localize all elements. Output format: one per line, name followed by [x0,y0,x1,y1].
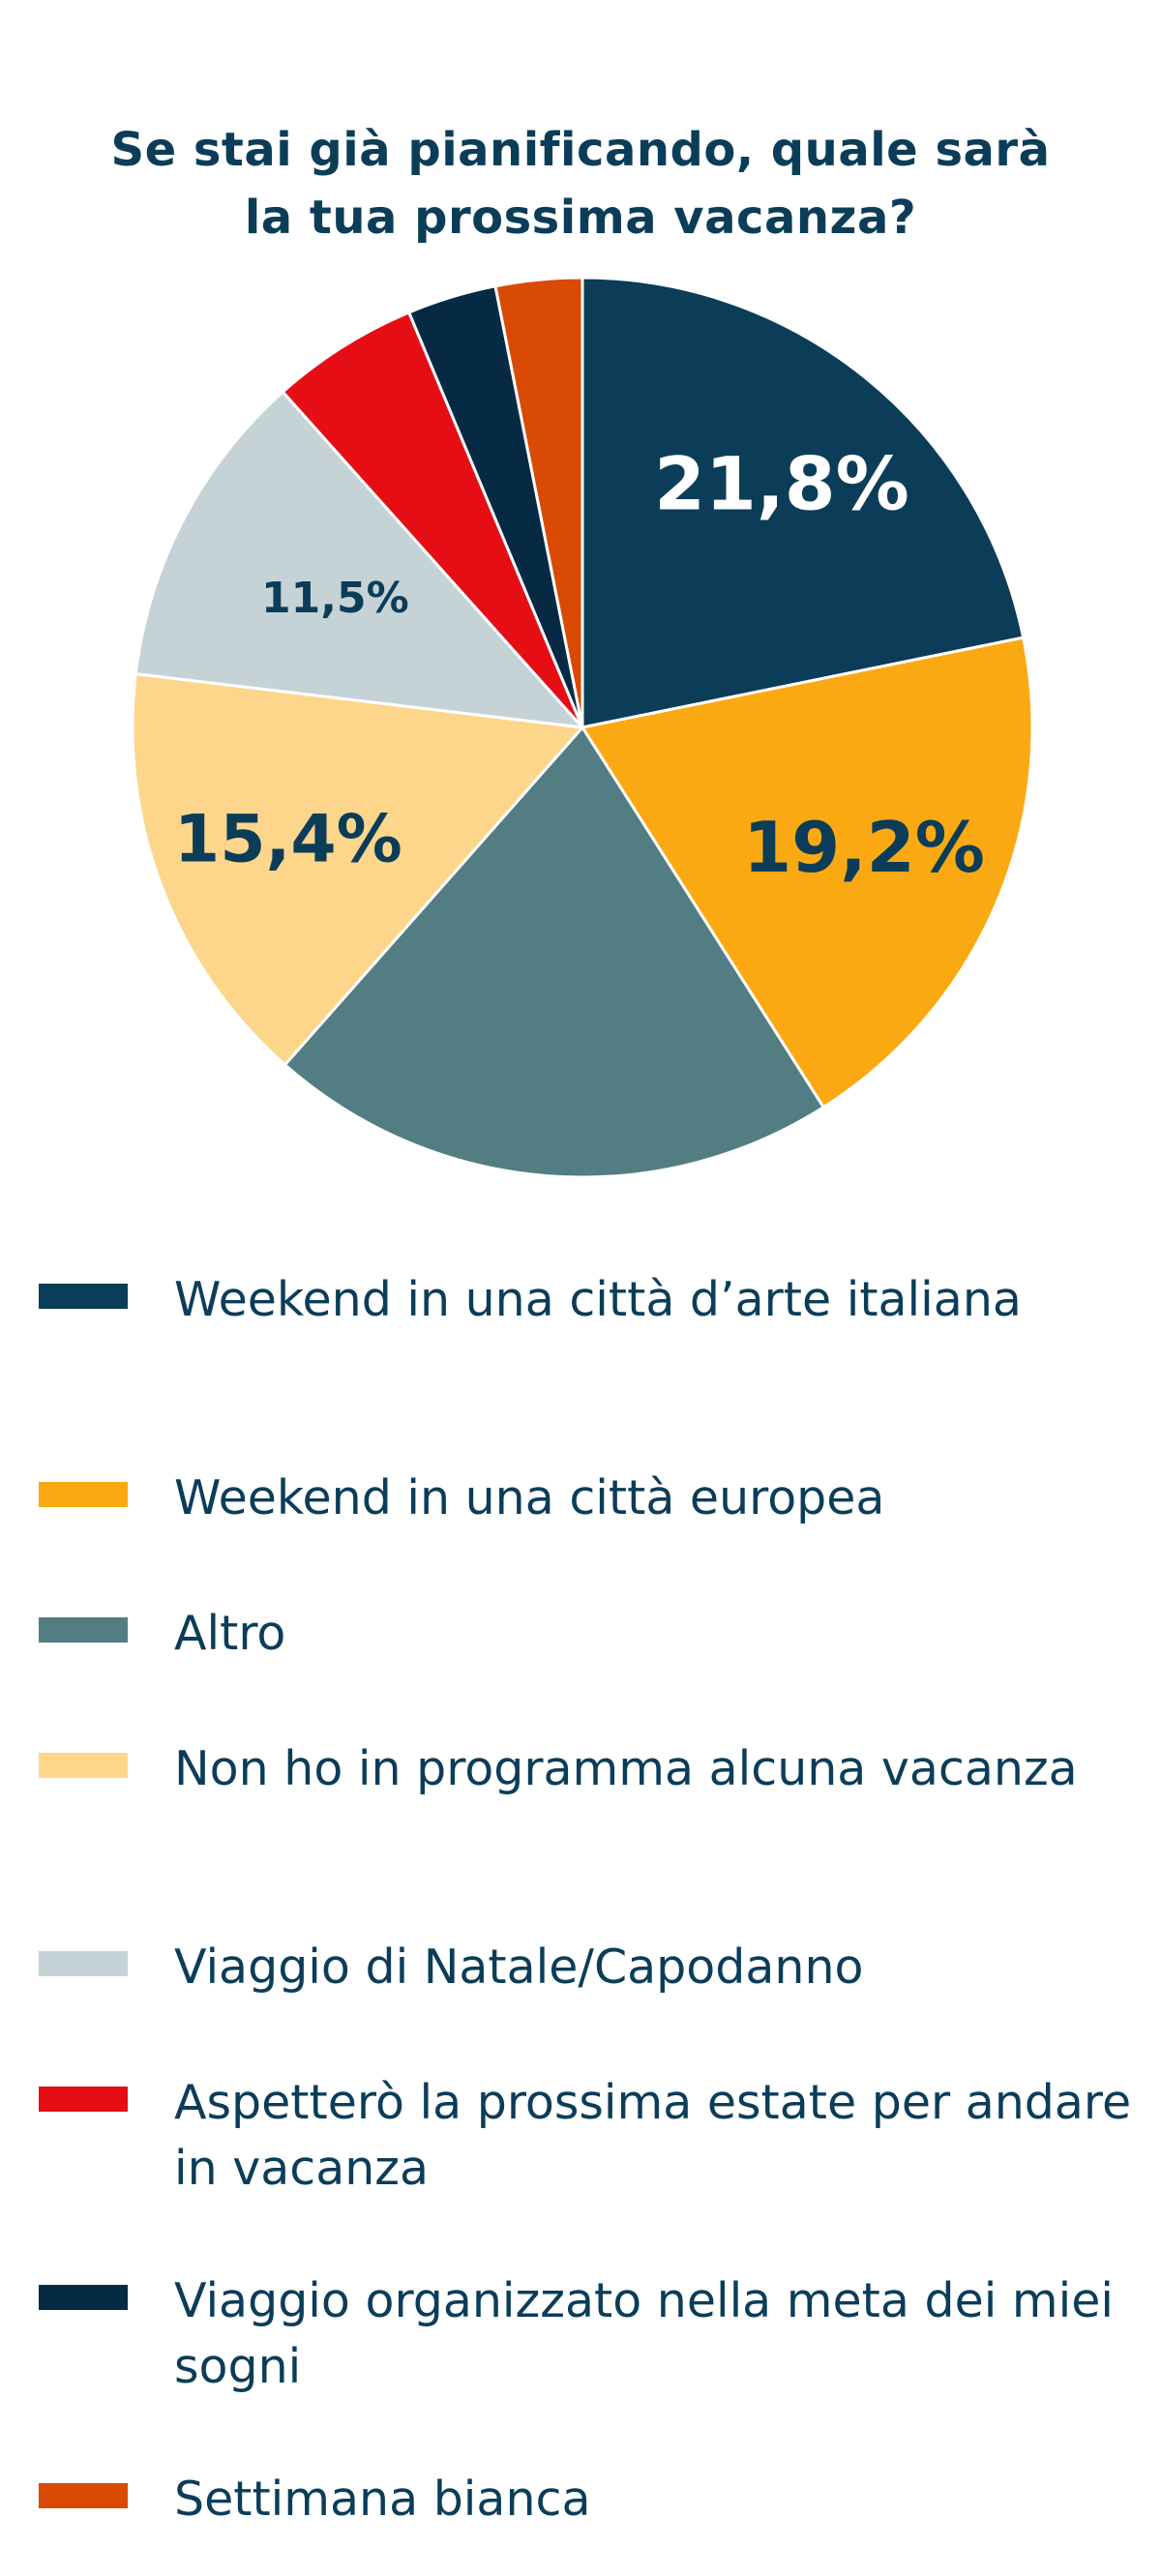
pie-slice-8 [493,276,584,729]
legend-swatch [39,1482,128,1507]
chart-title: Se stai già pianificando, quale sarà la … [0,116,1161,252]
legend-label: Altro [174,1606,286,1661]
pie-slice-1 [580,276,1026,729]
pie-slice-4 [131,672,584,1067]
pie-slice-label-1: 21,8% [654,440,909,526]
pie-slice-label-4: 15,4% [174,802,402,878]
legend-swatch [39,2483,128,2508]
legend-swatch [39,1617,128,1643]
legend-swatch [39,2285,128,2310]
legend-swatch [39,1284,128,1309]
legend-label: Viaggio organizzato nella meta dei miei … [174,2273,1115,2394]
pie-slice-5 [134,390,584,729]
legend-label: Aspetterò la prossima estate per andare … [174,2075,1132,2196]
pie-slice-6 [281,311,584,729]
chart-title-line-2: la tua prossima vacanza? [244,191,917,246]
pie-slice-3 [283,725,825,1179]
legend-label: Weekend in una città d’arte italiana [174,1272,1022,1327]
legend-label: Settimana bianca [174,2472,591,2527]
pie-slice-label-2: 19,2% [743,807,985,888]
pie-slice-label-5: 11,5% [261,574,409,623]
pie-slice-2 [580,636,1034,1110]
legend-swatch [39,2087,128,2112]
chart-title-line-1: Se stai già pianificando, quale sarà [110,123,1051,178]
pie-chart-svg: 21,8% 19,2% 15,4% 11,5% [131,276,1034,1179]
legend-swatch [39,1753,128,1778]
legend-label: Weekend in una città europea [174,1470,885,1525]
pie-chart: 21,8% 19,2% 15,4% 11,5% [0,271,1161,1190]
legend-label: Viaggio di Natale/Capodanno [174,1939,864,1995]
legend-swatch [39,1951,128,1976]
legend-label: Non ho in programma alcuna vacanza [174,1741,1078,1796]
